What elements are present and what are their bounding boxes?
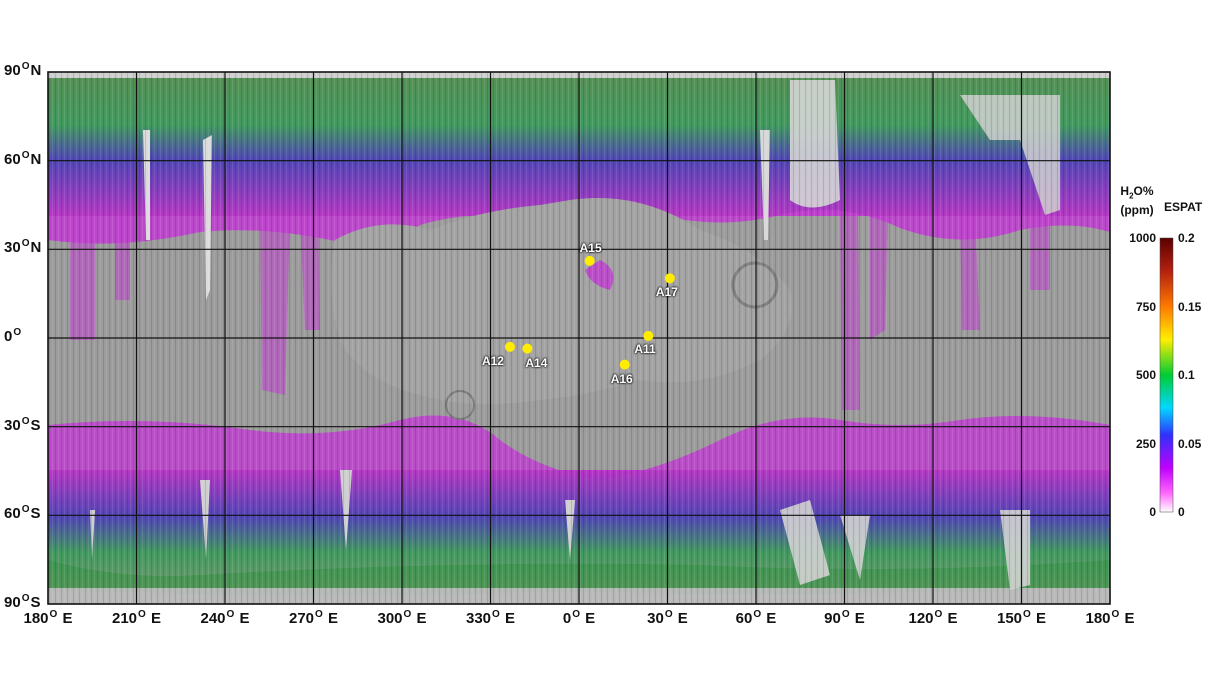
colorbar-left-title-sub: 2	[1129, 191, 1134, 201]
landing-site-marker	[522, 343, 533, 354]
colorbar-left-title-unit: (ppm)	[1120, 203, 1154, 218]
colorbar-espat-tick: 0.05	[1178, 436, 1202, 451]
landing-site-marker	[584, 255, 595, 266]
landing-site-marker	[504, 341, 515, 352]
lat-label: 30OS	[4, 415, 41, 434]
landing-site-marker	[643, 330, 654, 341]
landing-site-label: A15	[579, 240, 602, 255]
colorbar-right-title: ESPAT	[1164, 200, 1203, 214]
lat-label: 90ON	[4, 61, 42, 79]
lon-label: 180O E	[1085, 609, 1135, 627]
colorbar	[1159, 237, 1174, 513]
lon-label: 60O E	[735, 609, 777, 627]
landing-site-label: A12	[481, 353, 504, 368]
landing-site-label: A11	[634, 341, 656, 356]
graticule	[48, 72, 1110, 604]
colorbar-ppm-tick: 500	[1135, 368, 1156, 382]
colorbar-ppm-tick: 250	[1135, 436, 1156, 451]
landing-site-label: A16	[610, 371, 633, 386]
lon-label: 240O E	[200, 609, 250, 627]
map-frame	[47, 71, 1111, 605]
lon-label: 210O E	[112, 609, 161, 627]
lat-label: 30ON	[4, 238, 42, 257]
lat-label: 90OS	[4, 593, 41, 611]
landing-site-label: A17	[655, 285, 678, 300]
lon-label: 270O E	[289, 609, 338, 627]
lon-label: 180O E	[23, 609, 73, 627]
colorbar-ppm-tick: 0	[1149, 505, 1156, 519]
colorbar-espat-tick: 0.15	[1178, 299, 1202, 314]
lon-label: 0O E	[562, 609, 596, 627]
colorbar-espat-tick: 0.1	[1178, 368, 1195, 382]
landing-site-label: A14	[525, 355, 548, 370]
colorbar-left-title-rest: O%	[1133, 184, 1154, 198]
lat-label: 60ON	[4, 149, 42, 168]
lon-label: 330O E	[466, 609, 515, 627]
lat-label: 60OS	[4, 504, 41, 523]
lon-label: 90O E	[824, 609, 865, 627]
colorbar-espat-tick: 0.2	[1178, 231, 1195, 245]
landing-site-marker	[619, 359, 630, 370]
colorbar-ppm-tick: 750	[1135, 299, 1156, 314]
colorbar-ppm-tick: 1000	[1129, 231, 1156, 245]
colorbar-espat-tick: 0	[1178, 505, 1185, 519]
lat-label: 0O	[4, 327, 22, 345]
colorbar-left-title-h: H	[1120, 184, 1130, 198]
lon-label: 300O E	[377, 609, 427, 627]
lon-label: 30O E	[647, 609, 688, 627]
lon-label: 150O E	[997, 609, 1046, 627]
landing-site-marker	[664, 273, 675, 284]
landing-sites	[504, 255, 675, 370]
colorbar-left-title: H2O% (ppm)	[1117, 184, 1157, 217]
lon-label: 120O E	[908, 609, 958, 627]
